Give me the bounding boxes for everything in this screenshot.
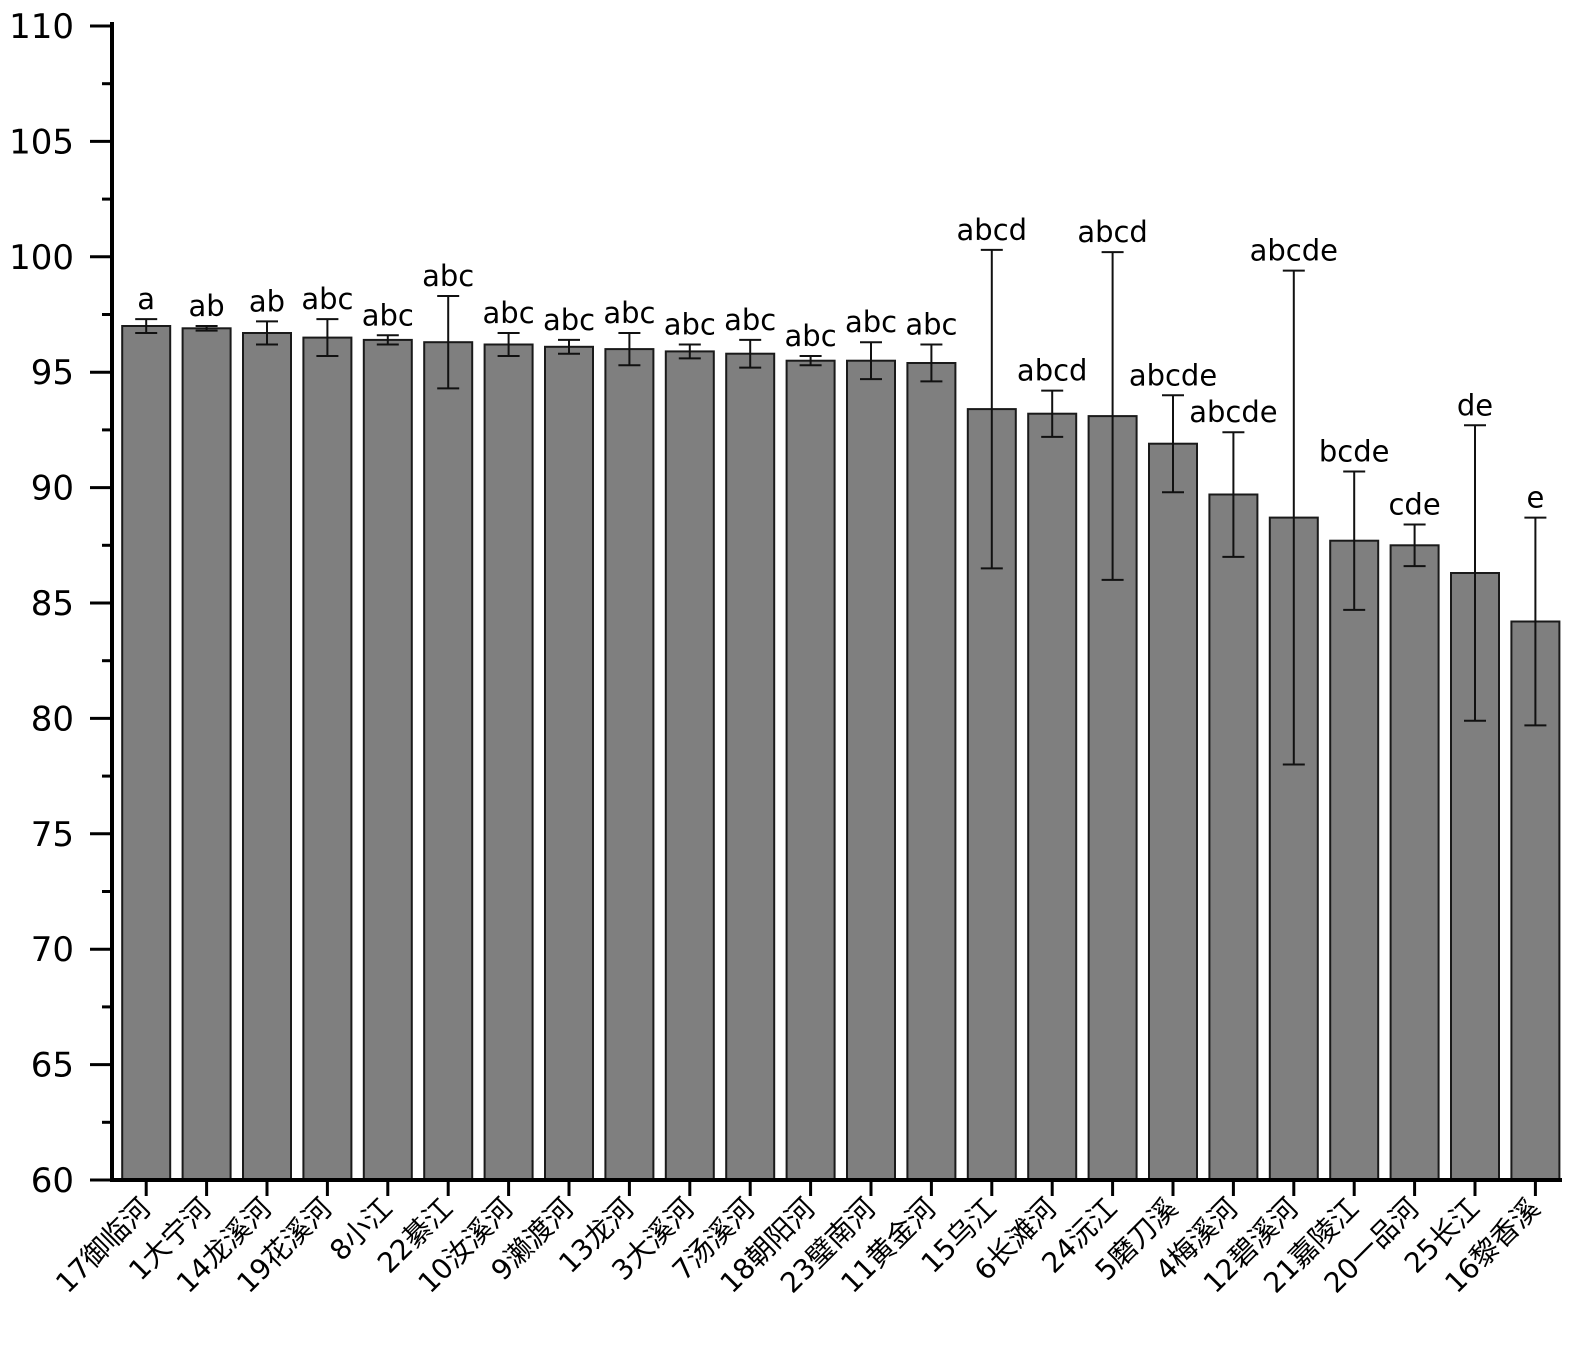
bar [483, 343, 534, 1181]
bar [725, 352, 776, 1181]
significance-letter: abc [603, 296, 655, 330]
bar [1148, 442, 1198, 1181]
significance-letter: abc [664, 308, 716, 342]
bar [664, 350, 715, 1181]
bar [846, 359, 896, 1181]
bar [302, 336, 353, 1182]
bar [1208, 493, 1259, 1181]
bar [604, 348, 655, 1182]
error-bars-layer [135, 248, 1547, 766]
significance-letter: abcde [1250, 234, 1338, 268]
significance-letter: abc [301, 282, 353, 316]
bar [121, 325, 172, 1181]
bar [242, 332, 292, 1181]
y-tick-label: 70 [31, 930, 74, 970]
y-tick-label: 100 [9, 238, 74, 278]
significance-letter: abc [483, 296, 535, 330]
significance-letter: bcde [1319, 434, 1390, 468]
significance-letter: abc [845, 305, 897, 339]
bar [1389, 544, 1440, 1181]
y-tick-label: 110 [9, 7, 74, 47]
y-tick-label: 95 [31, 353, 74, 393]
significance-letter: cde [1388, 488, 1440, 522]
x-axis: 17御临河1大宁河14龙溪河19花溪河8小江22綦江10汝溪河9濑渡河13龙河3… [49, 1178, 1562, 1300]
y-tick-label: 80 [31, 699, 74, 739]
bar [785, 359, 836, 1181]
significance-letter: e [1526, 481, 1544, 515]
bar [181, 327, 232, 1181]
significance-letter: abc [362, 298, 414, 332]
y-tick-label: 60 [31, 1161, 74, 1201]
significance-letter: abcde [1129, 358, 1217, 392]
significance-letter: abc [905, 308, 957, 342]
y-tick-label: 105 [9, 122, 74, 162]
bar [423, 341, 474, 1181]
y-tick-label: 85 [31, 584, 74, 624]
significance-letter: ab [189, 289, 225, 323]
bar [1027, 412, 1078, 1181]
significance-letter: ab [249, 284, 285, 318]
y-tick-label: 90 [31, 469, 74, 509]
significance-letter: abcd [957, 213, 1028, 247]
significance-letter: abcd [1077, 215, 1148, 249]
significance-letter: abc [724, 303, 776, 337]
significance-letter: de [1457, 388, 1493, 422]
y-tick-label: 75 [31, 815, 74, 855]
significance-letter: abc [422, 259, 474, 293]
bar [544, 345, 594, 1181]
significance-letter: abc [543, 303, 595, 337]
significance-letter: a [137, 282, 155, 316]
bar [906, 362, 957, 1181]
significance-letter: abcd [1017, 354, 1088, 388]
bar [362, 338, 413, 1181]
bar [1329, 539, 1380, 1181]
significance-letter: abc [785, 319, 837, 353]
significance-letter: abcde [1189, 395, 1277, 429]
y-tick-label: 65 [31, 1046, 74, 1086]
bar [1087, 415, 1138, 1182]
y-axis: 60 65 70 75 80 85 90 95 100 105 110 [9, 7, 114, 1201]
